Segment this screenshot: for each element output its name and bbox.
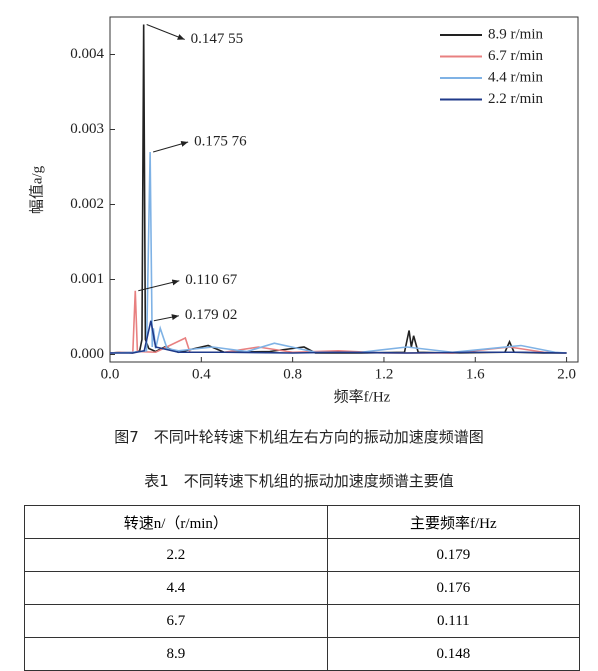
x-tick-label: 0.8 [283, 366, 302, 382]
table-cell: 4.4 [24, 571, 328, 605]
x-tick-label: 2.0 [557, 366, 576, 382]
x-tick-label: 1.6 [466, 366, 485, 382]
x-tick-label: 0.0 [101, 366, 120, 382]
y-tick-label: 0.003 [70, 121, 104, 137]
series-line [109, 290, 567, 354]
table-cell: 6.7 [24, 604, 328, 638]
annotation-arrow [146, 24, 185, 40]
legend-label: 2.2 r/min [488, 91, 543, 107]
figure-caption: 图7 不同叶轮转速下机组左右方向的振动加速度频谱图 [114, 428, 484, 446]
table-header: 转速n/（r/min） 主要频率f/Hz [24, 505, 581, 539]
y-tick-label: 0.000 [70, 346, 104, 362]
table-row: 8.9 0.148 [24, 637, 581, 671]
annotation: 0.175 76 [194, 133, 247, 149]
annotation-arrow [153, 314, 179, 322]
table-row: 4.4 0.176 [24, 571, 581, 605]
annotation: 0.179 02 [185, 307, 238, 323]
chart: 频率f/Hz 幅值a/g 0.0 0.4 0.8 1.2 1.6 2.0 0.000 0.00… [28, 16, 579, 405]
annotation: 0.147 55 [191, 31, 244, 47]
y-axis-label: 幅值a/g [28, 165, 45, 214]
table-cell: 8.9 [24, 637, 328, 671]
legend-label: 6.7 r/min [488, 48, 543, 64]
series-line [110, 320, 567, 354]
table-cell: 2.2 [24, 538, 328, 572]
x-tick-label: 1.2 [375, 366, 394, 382]
table-cell: 0.179 [326, 538, 581, 572]
annotation-arrow [152, 141, 189, 153]
table-cell: 0.148 [326, 637, 581, 671]
legend-label: 4.4 r/min [488, 69, 543, 85]
table-row: 6.7 0.111 [24, 604, 581, 638]
plot-frame [109, 16, 579, 363]
table: 转速n/（r/min） 主要频率f/Hz 2.2 0.179 4.4 0.176 6.7… [24, 505, 581, 671]
x-axis-label: 频率f/Hz [334, 388, 391, 405]
table-title: 表1 不同转速下机组的振动加速度频谱主要值 [144, 472, 454, 490]
legend-label: 8.9 r/min [488, 26, 543, 42]
y-tick-label: 0.002 [70, 196, 104, 212]
y-tick-label: 0.001 [70, 271, 104, 287]
annotation: 0.110 67 [185, 272, 237, 288]
header-cell: 转速n/（r/min） [24, 505, 328, 539]
table-row: 2.2 0.179 [24, 538, 581, 572]
x-tick-label: 0.4 [192, 366, 211, 382]
table-cell: 0.111 [326, 604, 581, 638]
table-cell: 0.176 [326, 571, 581, 605]
header-cell: 主要频率f/Hz [326, 505, 581, 539]
annotation-arrow [138, 279, 180, 292]
y-tick-label: 0.004 [70, 46, 104, 62]
series-line [109, 151, 567, 354]
